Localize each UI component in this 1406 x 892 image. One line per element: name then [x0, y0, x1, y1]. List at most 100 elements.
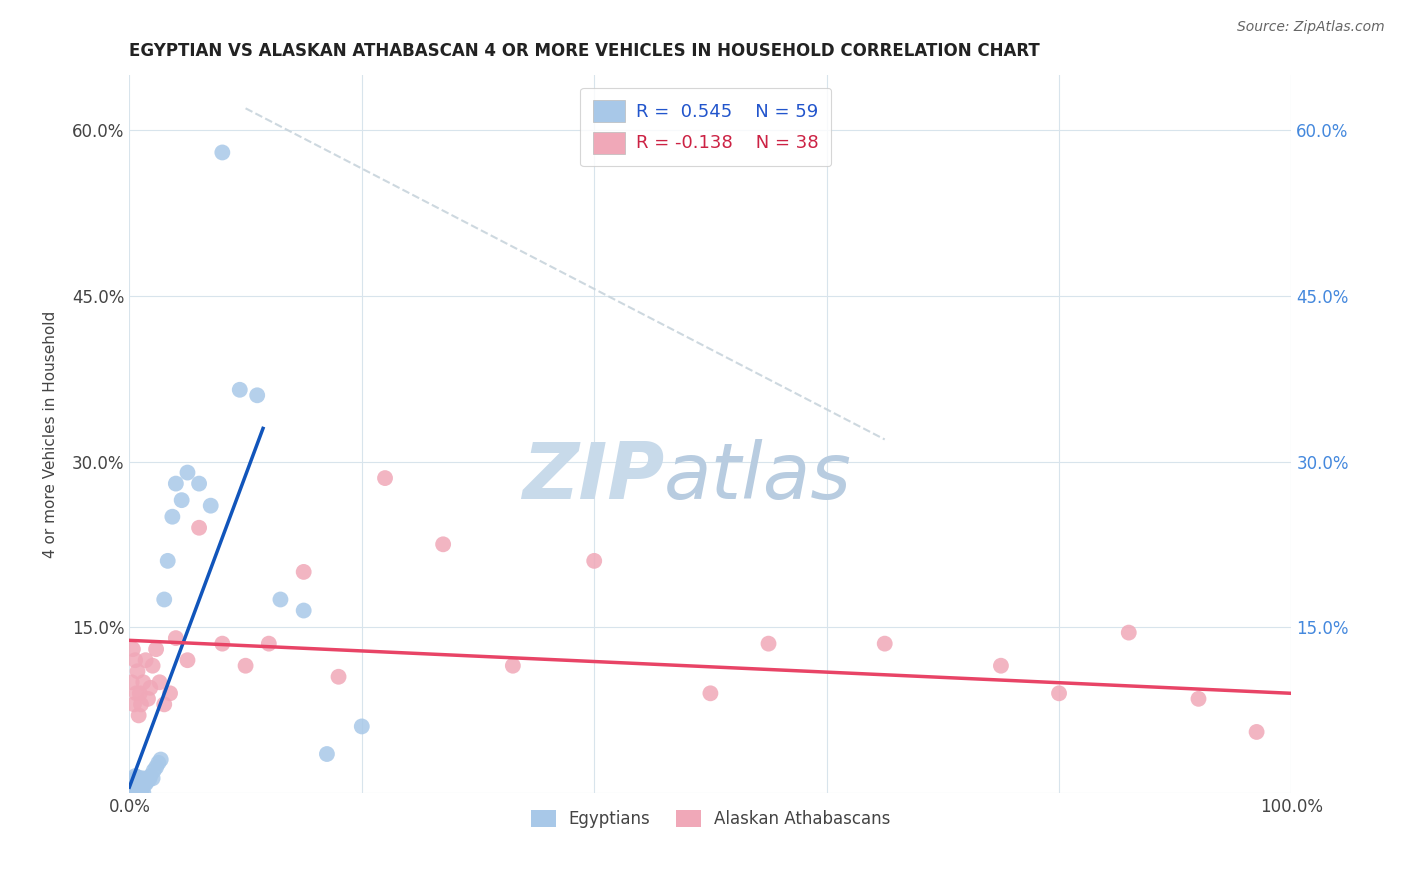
Point [122, 782, 145, 797]
Point [131, 777, 153, 791]
Point [1187, 691, 1209, 706]
Text: ZIP: ZIP [522, 439, 664, 515]
Point [129, 698, 152, 712]
Point [1047, 686, 1070, 700]
Point [127, 770, 149, 784]
Point [128, 782, 150, 797]
Point [502, 658, 524, 673]
Text: atlas: atlas [664, 439, 852, 515]
Point [873, 637, 896, 651]
Point [699, 686, 721, 700]
Point [121, 780, 143, 794]
Text: Source: ZipAtlas.com: Source: ZipAtlas.com [1237, 20, 1385, 34]
Y-axis label: 4 or more Vehicles in Household: 4 or more Vehicles in Household [44, 310, 58, 558]
Point [127, 780, 149, 794]
Point [145, 760, 167, 774]
Point [583, 554, 606, 568]
Point [124, 774, 146, 789]
Point [135, 653, 157, 667]
Point [246, 388, 269, 402]
Point [132, 786, 155, 800]
Point [121, 780, 143, 794]
Point [134, 774, 156, 789]
Point [131, 772, 153, 786]
Point [136, 691, 159, 706]
Point [176, 466, 198, 480]
Point [128, 774, 150, 789]
Point [292, 565, 315, 579]
Point [124, 769, 146, 783]
Point [127, 665, 149, 679]
Point [200, 499, 222, 513]
Point [156, 554, 179, 568]
Point [142, 764, 165, 778]
Point [328, 670, 350, 684]
Point [131, 782, 153, 797]
Point [211, 637, 233, 651]
Point [135, 774, 157, 789]
Point [292, 603, 315, 617]
Point [149, 675, 172, 690]
Point [188, 521, 211, 535]
Point [124, 780, 146, 794]
Point [132, 778, 155, 792]
Point [170, 493, 193, 508]
Point [235, 658, 257, 673]
Point [124, 782, 146, 797]
Point [124, 653, 146, 667]
Point [165, 631, 187, 645]
Point [128, 780, 150, 794]
Point [128, 708, 150, 723]
Point [139, 681, 162, 695]
Point [374, 471, 396, 485]
Point [132, 772, 155, 787]
Point [128, 686, 150, 700]
Point [125, 778, 148, 792]
Point [129, 780, 152, 794]
Point [139, 769, 162, 783]
Point [145, 642, 167, 657]
Point [149, 753, 172, 767]
Point [127, 777, 149, 791]
Point [125, 686, 148, 700]
Legend: Egyptians, Alaskan Athabascans: Egyptians, Alaskan Athabascans [524, 803, 897, 835]
Point [432, 537, 454, 551]
Point [316, 747, 339, 761]
Point [132, 675, 155, 690]
Point [122, 777, 145, 791]
Point [128, 772, 150, 787]
Point [142, 772, 165, 786]
Text: EGYPTIAN VS ALASKAN ATHABASCAN 4 OR MORE VEHICLES IN HOUSEHOLD CORRELATION CHART: EGYPTIAN VS ALASKAN ATHABASCAN 4 OR MORE… [129, 42, 1040, 60]
Point [128, 778, 150, 792]
Point [176, 653, 198, 667]
Point [148, 756, 170, 770]
Point [128, 786, 150, 800]
Point [758, 637, 780, 651]
Point [153, 592, 176, 607]
Point [136, 772, 159, 786]
Point [1246, 725, 1268, 739]
Point [128, 777, 150, 791]
Point [188, 476, 211, 491]
Point [257, 637, 280, 651]
Point [125, 780, 148, 794]
Point [129, 774, 152, 789]
Point [153, 698, 176, 712]
Point [129, 780, 152, 794]
Point [269, 592, 291, 607]
Point [229, 383, 252, 397]
Point [165, 476, 187, 491]
Point [122, 772, 145, 787]
Point [211, 145, 233, 160]
Point [121, 642, 143, 657]
Point [159, 686, 181, 700]
Point [138, 772, 160, 787]
Point [162, 509, 184, 524]
Point [350, 719, 373, 733]
Point [125, 772, 148, 787]
Point [990, 658, 1012, 673]
Point [129, 786, 152, 800]
Point [142, 658, 165, 673]
Point [122, 698, 145, 712]
Point [121, 774, 143, 789]
